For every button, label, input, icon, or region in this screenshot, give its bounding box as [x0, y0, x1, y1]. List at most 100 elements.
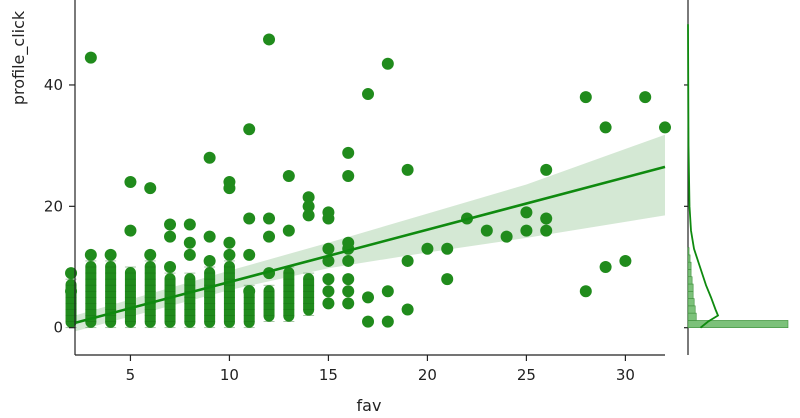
scatter-point — [540, 212, 553, 225]
scatter-point — [401, 303, 414, 316]
confidence-band — [75, 134, 665, 332]
scatter-point — [203, 151, 216, 164]
axes-spines — [74, 0, 665, 356]
scatter-point — [223, 182, 236, 195]
scatter-point — [144, 248, 157, 261]
scatter-point — [84, 248, 97, 261]
marginal-hist-bar — [687, 298, 695, 307]
scatter-point — [223, 236, 236, 249]
scatter-point — [639, 91, 652, 104]
scatter-point — [619, 254, 632, 267]
marginal-hist-bar — [687, 276, 693, 285]
marginal-hist-bar — [687, 320, 789, 328]
scatter-point — [263, 212, 276, 225]
scatter-point — [124, 176, 137, 189]
scatter-point — [84, 51, 97, 64]
scatter-point — [322, 212, 335, 225]
x-tick-label: 15 — [319, 366, 338, 384]
x-tick-label: 25 — [517, 366, 536, 384]
y-tick-label: 20 — [44, 197, 63, 215]
marginal-hist-bar — [687, 261, 692, 270]
x-tick-label: 5 — [126, 366, 136, 384]
dense-point-columns — [65, 260, 315, 329]
scatter-point — [500, 230, 513, 243]
marginal-hist-bar — [687, 254, 691, 263]
point-column-4 — [105, 260, 117, 328]
x-tick-label: 20 — [418, 366, 437, 384]
scatter-point — [342, 236, 355, 249]
scatter-point — [223, 248, 236, 261]
marginal-hist-bar — [687, 312, 697, 321]
scatter-point — [362, 315, 375, 328]
point-column-13 — [283, 267, 295, 322]
ci-band-area — [75, 134, 665, 332]
scatter-point — [164, 230, 177, 243]
scatter-point — [243, 285, 256, 298]
scatter-point — [203, 230, 216, 243]
scatter-point — [480, 224, 493, 237]
x-tick-label: 30 — [616, 366, 635, 384]
scatter-point — [124, 224, 137, 237]
scatter-point — [104, 248, 117, 261]
x-axis-ticks: 5 10 15 20 25 30 — [126, 355, 635, 384]
regression-line-path — [74, 165, 666, 325]
point-column-14 — [303, 273, 315, 316]
scatter-point — [579, 91, 592, 104]
scatter-point — [164, 218, 177, 231]
scatter-point — [342, 273, 355, 286]
point-column-6 — [144, 260, 156, 328]
scatter-point — [401, 254, 414, 267]
scatter-point — [540, 163, 553, 176]
scatter-point — [421, 242, 434, 255]
scatter-point — [183, 218, 196, 231]
scatter-point — [282, 224, 295, 237]
scatter-point — [579, 285, 592, 298]
scatter-point — [659, 121, 671, 134]
scatter-point — [144, 182, 157, 195]
regression-line — [74, 165, 666, 325]
scatter-point — [263, 33, 276, 46]
scatter-point — [342, 146, 355, 159]
scatter-point — [322, 242, 335, 255]
scatter-point — [381, 285, 394, 298]
scatter-point — [243, 212, 256, 225]
marginal-hist-bar — [687, 290, 694, 299]
x-axis-label: fav — [357, 396, 382, 415]
point-column-10 — [223, 260, 235, 328]
scatter-point — [243, 248, 256, 261]
scatter-point — [322, 285, 335, 298]
marginal-hist-bar — [687, 283, 694, 292]
scatter-point — [441, 273, 454, 286]
scatter-point — [520, 224, 533, 237]
scatter-point — [263, 230, 276, 243]
scatter-point — [65, 267, 78, 280]
scatter-point — [65, 285, 78, 298]
point-column-3 — [85, 260, 97, 328]
scatter-point — [401, 163, 414, 176]
marginal-y-panel — [684, 0, 789, 355]
scatter-point — [362, 291, 375, 304]
scatter-point — [302, 200, 315, 213]
scatter-point — [342, 297, 355, 310]
scatter-point — [203, 254, 216, 267]
scatter-point — [302, 209, 315, 222]
y-tick-label: 0 — [53, 319, 63, 337]
y-axis-label: profile_click — [9, 10, 29, 105]
scatter-point — [381, 315, 394, 328]
marginal-hist-bar — [687, 269, 692, 278]
scatter-point — [183, 248, 196, 261]
scatter-point — [322, 297, 335, 310]
scatter-point — [362, 88, 375, 101]
scatter-point — [243, 123, 256, 136]
scatter-point — [322, 273, 335, 286]
scatter-point — [183, 236, 196, 249]
scatter-point — [540, 224, 553, 237]
scatter-point — [282, 169, 295, 182]
marginal-hist-bar — [687, 247, 690, 256]
scatter-point — [342, 169, 355, 182]
scatter-point — [342, 254, 355, 267]
scatter-point — [164, 261, 177, 274]
scatter-point — [520, 206, 533, 219]
scatter-point — [441, 242, 454, 255]
